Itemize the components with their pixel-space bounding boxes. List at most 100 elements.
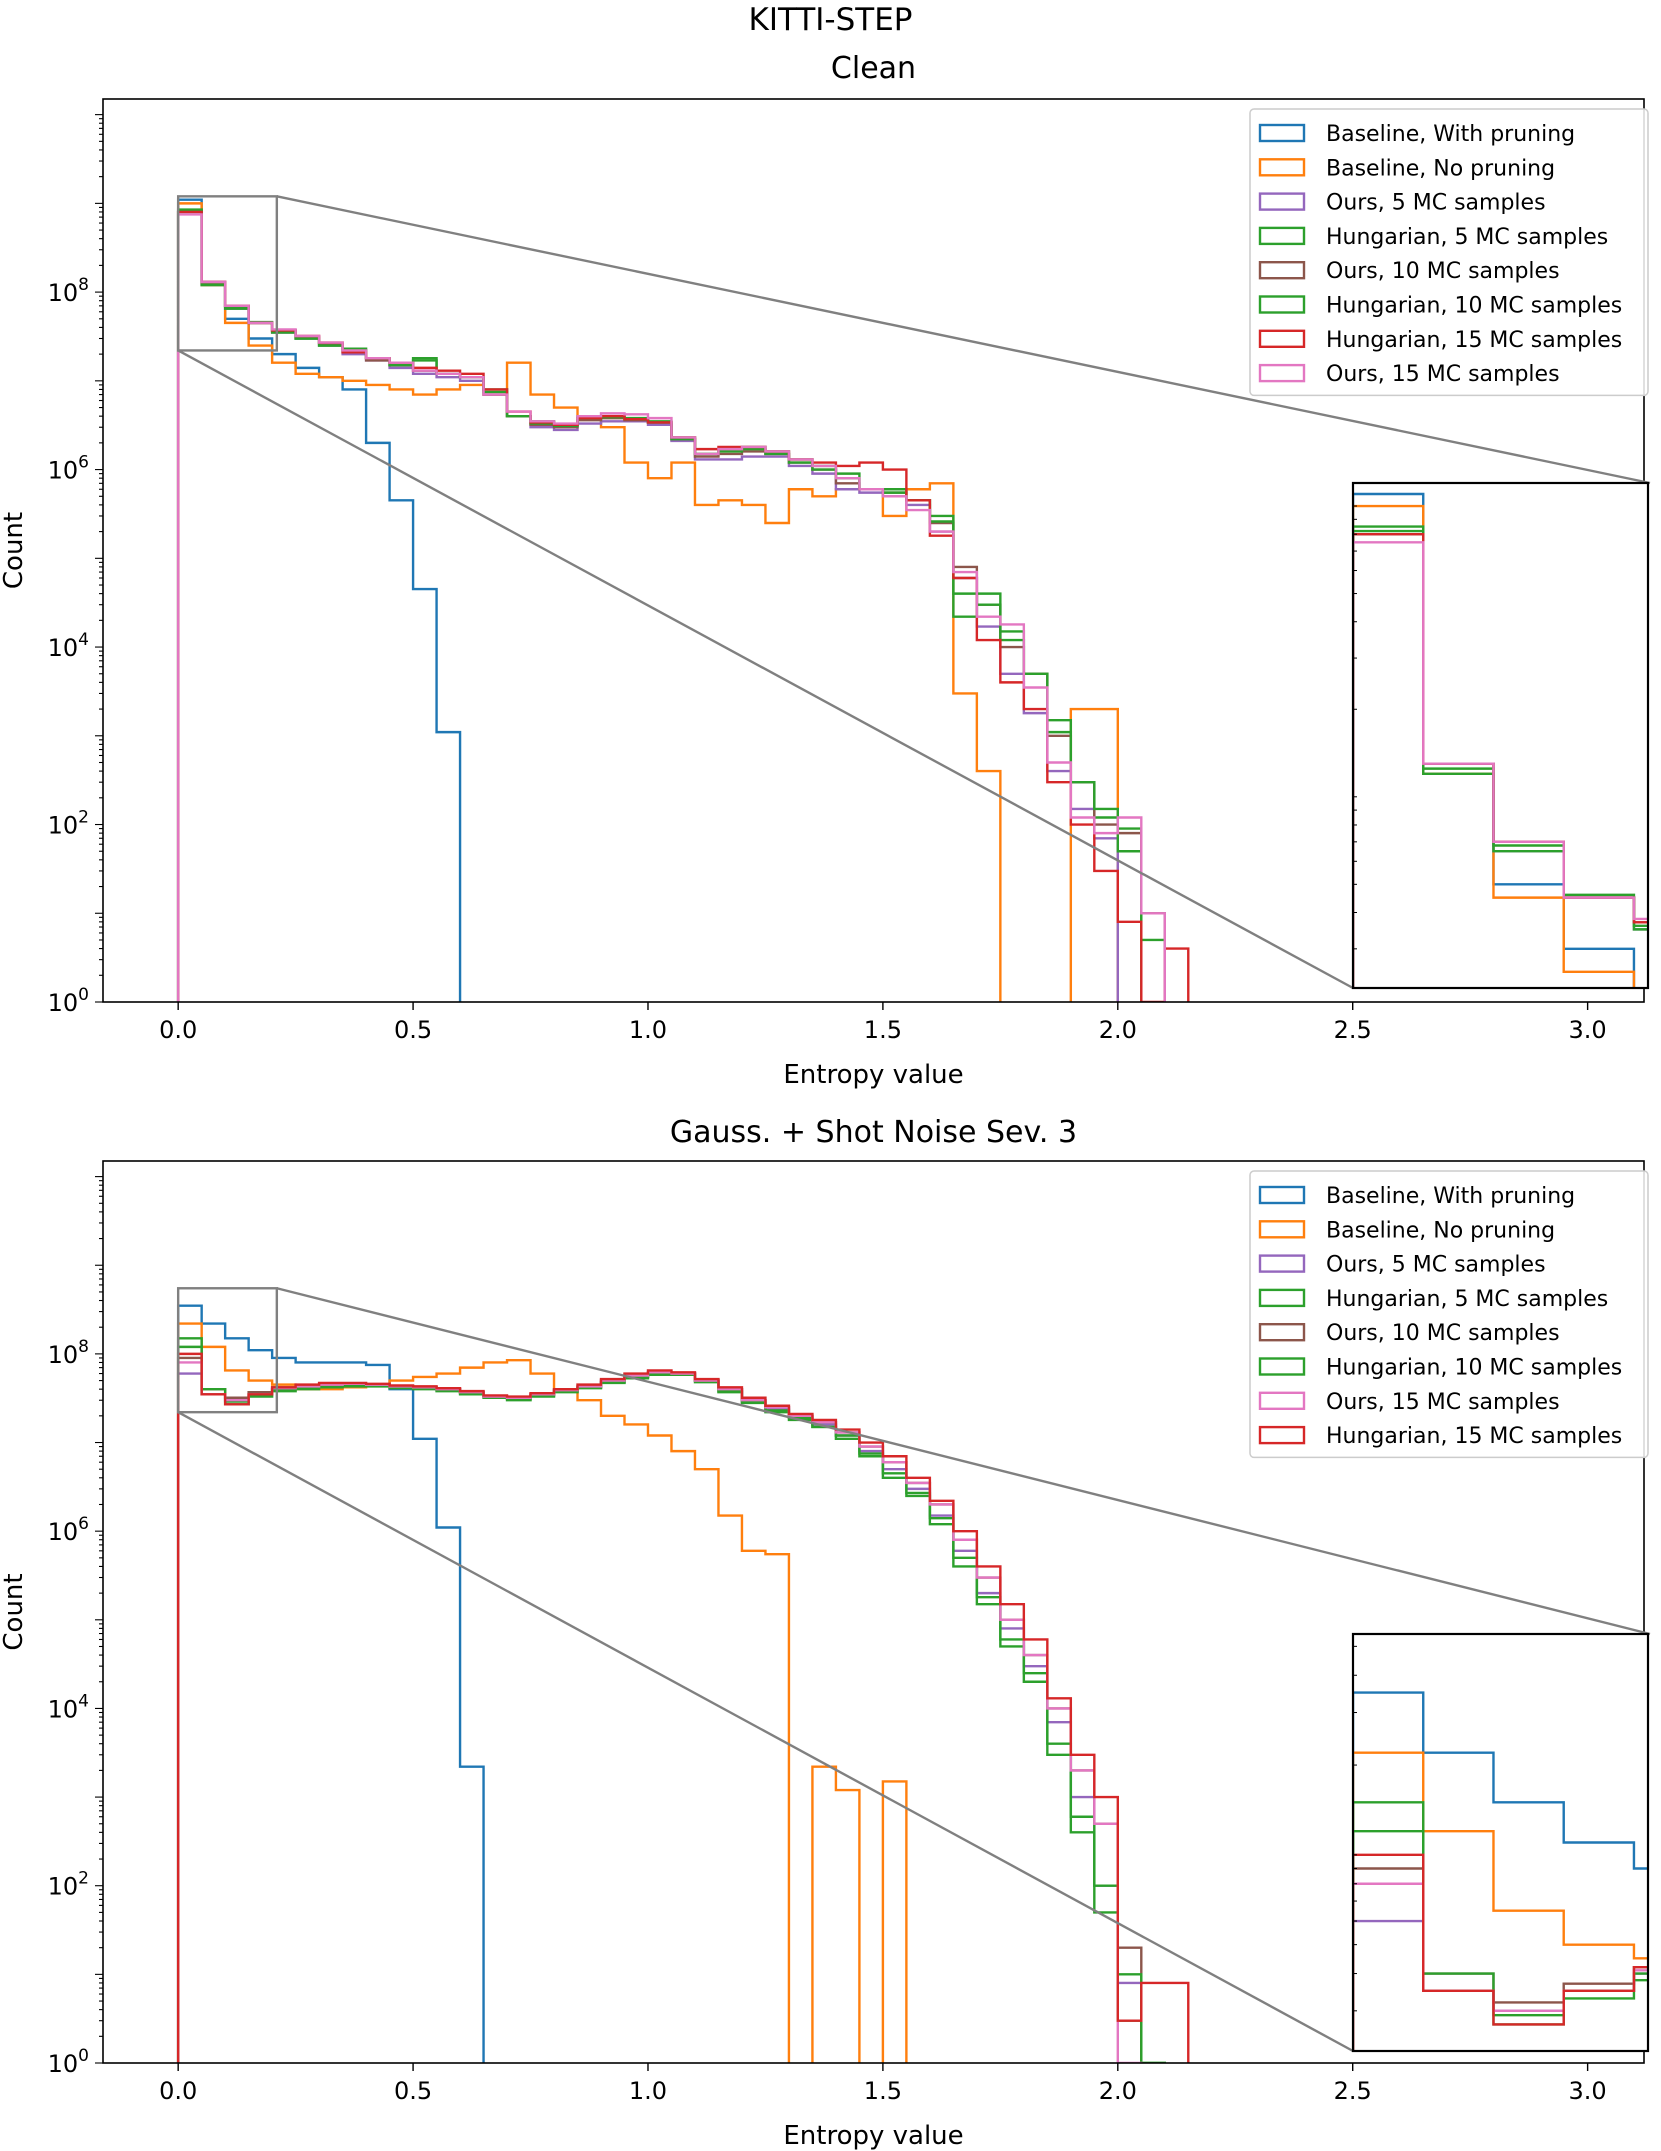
legend-entry-label: Hungarian, 5 MC samples — [1326, 1287, 1608, 1312]
x-tick-label: 1.0 — [629, 2077, 667, 2105]
x-tick-label: 3.0 — [1569, 2077, 1607, 2105]
legend-swatch — [1258, 123, 1306, 143]
x-axis-label: Entropy value — [783, 2121, 963, 2151]
legend-swatch — [1258, 1254, 1306, 1273]
legend-frame — [1249, 1170, 1649, 1459]
inset-frame — [1351, 1632, 1650, 2053]
panel-2: Gauss. + Shot Noise Sev. 3 0.0 0.5 1.0 1.5 2.… — [0, 1115, 1651, 2151]
series-4-line — [176, 208, 1143, 1002]
series-5-line — [176, 210, 1166, 1002]
y-tick-label: 104 — [48, 630, 89, 662]
legend-swatch — [1258, 1391, 1306, 1411]
legend-swatch — [1258, 295, 1306, 314]
legend-swatch — [1258, 329, 1306, 348]
legend-entry-label: Hungarian, 10 MC samples — [1326, 1356, 1622, 1381]
series-6-line — [176, 1345, 1166, 2063]
x-tick-label: 2.5 — [1334, 1016, 1372, 1044]
inset-series-8-line — [1353, 1853, 1648, 2051]
legend-entry-label: Baseline, No pruning — [1326, 1218, 1555, 1243]
legend-entry-label: Ours, 10 MC samples — [1326, 1321, 1560, 1346]
series-1-line — [176, 198, 462, 1002]
inset-series-1-line — [1353, 1691, 1648, 2051]
series-7-line — [176, 210, 1190, 1002]
zoom-source-box — [176, 195, 279, 352]
y-tick-label: 102 — [48, 1869, 89, 1901]
x-tick-label: 3.0 — [1569, 1016, 1607, 1044]
legend-entry-label: Hungarian, 10 MC samples — [1326, 294, 1622, 319]
y-tick-label: 104 — [48, 1691, 89, 1723]
legend-swatch — [1258, 192, 1306, 211]
figure-title: KITTI-STEP — [748, 2, 913, 38]
series-3-line — [176, 1372, 1143, 2063]
series-8-line — [176, 1352, 1190, 2063]
series-5-line — [176, 1356, 1143, 2063]
legend-entry-label: Ours, 10 MC samples — [1326, 259, 1560, 284]
legend-entry-label: Hungarian, 15 MC samples — [1326, 1424, 1622, 1449]
inset-series-2-line — [1353, 1751, 1648, 2051]
x-tick-label: 1.5 — [864, 2077, 902, 2105]
series-8-line — [176, 213, 1166, 1002]
x-tick-label: 2.5 — [1334, 2077, 1372, 2105]
inset-series-group — [1353, 492, 1648, 988]
legend-entry-label: Ours, 15 MC samples — [1326, 1390, 1560, 1415]
series-4-line — [176, 1337, 1166, 2063]
zoom-source-box — [176, 1287, 279, 1414]
zoom-connector-line — [177, 1411, 1354, 2053]
y-tick-label: 102 — [48, 808, 89, 840]
legend-swatch — [1258, 1425, 1306, 1445]
panel-1: Clean 0.0 0.5 1.0 1.5 2.0 2.5 3.0 100 102 104 106 10… — [0, 51, 1651, 1090]
legend: Baseline, With pruning Baseline, No pruni… — [1249, 108, 1649, 397]
y-axis-label: Count — [0, 512, 29, 589]
zoom-connector-line — [276, 195, 1651, 485]
series-2-line — [176, 202, 1119, 1002]
legend-swatch — [1258, 1220, 1306, 1239]
series-6-line — [176, 209, 1166, 1002]
x-tick-label: 0.5 — [394, 1016, 432, 1044]
x-tick-label: 2.0 — [1099, 1016, 1137, 1044]
legend-entry-label: Hungarian, 5 MC samples — [1326, 225, 1608, 250]
inset-series-group — [1353, 1691, 1648, 2051]
legend-entry-label: Ours, 5 MC samples — [1326, 191, 1546, 216]
legend-entry-label: Baseline, With pruning — [1326, 122, 1575, 147]
inset-axes — [1351, 481, 1650, 990]
legend-entry-label: Baseline, No pruning — [1326, 156, 1555, 181]
legend-swatch — [1258, 1288, 1306, 1308]
panel-title: Gauss. + Shot Noise Sev. 3 — [670, 1115, 1077, 1150]
series-2-line — [176, 1322, 908, 2063]
series-3-line — [176, 210, 1119, 1002]
legend-entry-label: Ours, 15 MC samples — [1326, 362, 1560, 387]
panel-title: Clean — [831, 51, 916, 86]
legend-entry-label: Ours, 5 MC samples — [1326, 1253, 1546, 1278]
inset-series-8-line — [1353, 541, 1648, 988]
x-tick-label: 0.0 — [159, 2077, 197, 2105]
legend-swatch — [1258, 226, 1306, 246]
y-tick-label: 100 — [48, 2046, 89, 2078]
x-tick-label: 2.0 — [1099, 2077, 1137, 2105]
series-group — [176, 1304, 1190, 2063]
inset-background — [1353, 483, 1648, 988]
y-tick-label: 108 — [48, 275, 89, 307]
series-1-line — [176, 1304, 485, 2063]
y-tick-label: 106 — [48, 1514, 89, 1546]
zoom-connector-line — [177, 349, 1354, 990]
x-tick-label: 1.5 — [864, 1016, 902, 1044]
legend-swatch — [1258, 1322, 1306, 1342]
x-tick-label: 1.0 — [629, 1016, 667, 1044]
plot-frame — [102, 1160, 1645, 2064]
legend-entry-label: Hungarian, 15 MC samples — [1326, 328, 1622, 353]
zoom-connector-line — [276, 1287, 1651, 1636]
legend-swatch — [1258, 1185, 1306, 1205]
legend-swatch — [1258, 1357, 1306, 1376]
y-axis-label: Count — [0, 1573, 29, 1650]
inset-frame — [1351, 481, 1650, 990]
inset-axes — [1351, 1632, 1650, 2053]
legend-entry-label: Baseline, With pruning — [1326, 1184, 1575, 1209]
y-tick-label: 108 — [48, 1337, 89, 1369]
legend: Baseline, With pruning Baseline, No pruni… — [1249, 1170, 1649, 1459]
legend-swatch — [1258, 158, 1306, 177]
series-7-line — [176, 1361, 1143, 2063]
y-tick-label: 100 — [48, 985, 89, 1017]
y-tick-label: 106 — [48, 453, 89, 485]
x-axis-label: Entropy value — [783, 1060, 963, 1090]
